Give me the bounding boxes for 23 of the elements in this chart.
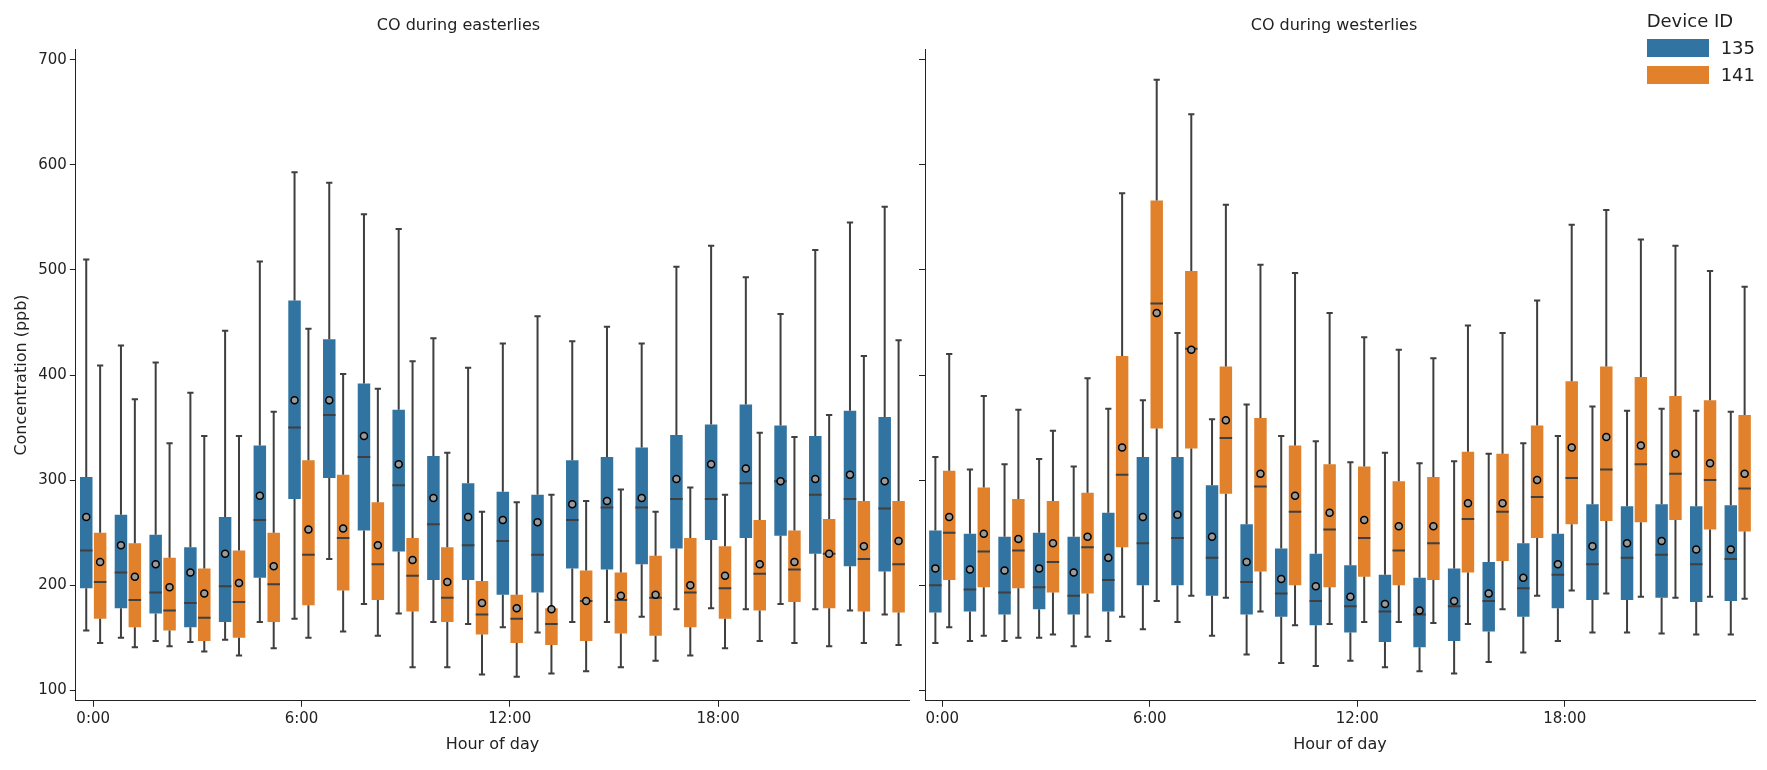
chart-title: CO during easterlies bbox=[376, 14, 541, 34]
y-tick-label: 400 bbox=[38, 364, 67, 383]
y-tick-label: 600 bbox=[38, 154, 67, 173]
x-tick-label: 0:00 bbox=[925, 708, 960, 727]
y-tick-label: 300 bbox=[38, 469, 67, 488]
x-axis-title: Hour of day bbox=[445, 733, 540, 753]
legend-title: Device ID bbox=[1646, 10, 1735, 31]
y-tick-label: 700 bbox=[38, 49, 67, 68]
y-axis-title: Concentration (ppb) bbox=[10, 294, 30, 456]
legend-label: 135 bbox=[1720, 37, 1755, 58]
x-tick-label: 12:00 bbox=[1335, 708, 1379, 727]
y-tick-label: 200 bbox=[38, 575, 67, 594]
x-tick-label: 18:00 bbox=[696, 708, 740, 727]
x-tick-label: 6:00 bbox=[284, 708, 319, 727]
legend-label: 141 bbox=[1720, 64, 1755, 85]
x-tick-label: 18:00 bbox=[1543, 708, 1587, 727]
y-tick-label: 100 bbox=[38, 680, 67, 699]
x-tick-label: 0:00 bbox=[76, 708, 111, 727]
x-tick-label: 6:00 bbox=[1132, 708, 1167, 727]
x-axis-title: Hour of day bbox=[1293, 733, 1387, 753]
y-tick-label: 500 bbox=[38, 259, 67, 278]
x-tick-label: 12:00 bbox=[488, 708, 532, 727]
chart-title: CO during westerlies bbox=[1250, 14, 1418, 34]
